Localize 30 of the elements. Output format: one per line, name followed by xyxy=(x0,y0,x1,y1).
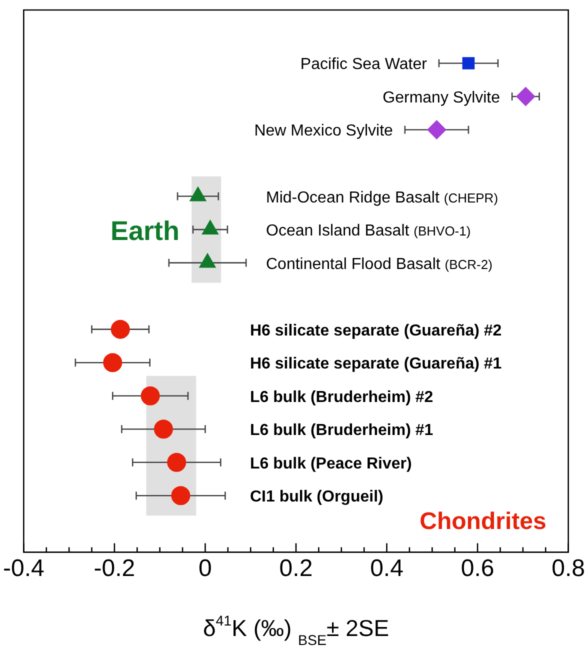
y-tick-label: L6 bulk (Peace River) xyxy=(250,455,412,472)
point xyxy=(516,86,536,106)
series-label: Earth xyxy=(110,216,180,246)
x-tick-label: 0.6 xyxy=(460,555,494,582)
y-tick-label: New Mexico Sylvite xyxy=(254,122,394,140)
y-tick-label: L6 bulk (Bruderheim) #1 xyxy=(250,422,434,440)
text: Chondrites xyxy=(420,508,546,535)
y-tick-label: H6 silicate separate (Guareña) #2 xyxy=(250,322,502,340)
x-tick-label: 0.2 xyxy=(279,555,313,582)
point xyxy=(154,420,173,439)
y-tick-label: H6 silicate separate (Guareña) #1 xyxy=(250,356,502,373)
point xyxy=(427,120,446,140)
point xyxy=(110,320,130,339)
x-tick-label: -0.2 xyxy=(94,555,136,582)
x-tick-label: 0.8 xyxy=(552,555,586,582)
y-tick-label: Ocean Island Basalt (BHVO-1) xyxy=(266,222,471,240)
x-tick-label: 0.4 xyxy=(370,555,404,582)
y-tick-label: Germany Sylvite xyxy=(382,89,500,106)
point xyxy=(462,57,475,70)
point xyxy=(140,386,160,406)
x-tick-label: 0 xyxy=(198,555,212,582)
point xyxy=(103,353,122,372)
point xyxy=(171,486,190,506)
y-tick-label: Continental Flood Basalt (BCR-2) xyxy=(266,256,492,273)
y-tick-label: Pacific Sea Water xyxy=(300,56,428,74)
y-tick-label: CI1 bulk (Orgueil) xyxy=(250,488,384,506)
x-tick-label: -0.4 xyxy=(3,555,44,582)
y-tick-label: Mid-Ocean Ridge Basalt (CHEPR) xyxy=(266,189,498,206)
y-tick-label: L6 bulk (Bruderheim) #2 xyxy=(250,388,434,406)
point xyxy=(167,452,186,472)
